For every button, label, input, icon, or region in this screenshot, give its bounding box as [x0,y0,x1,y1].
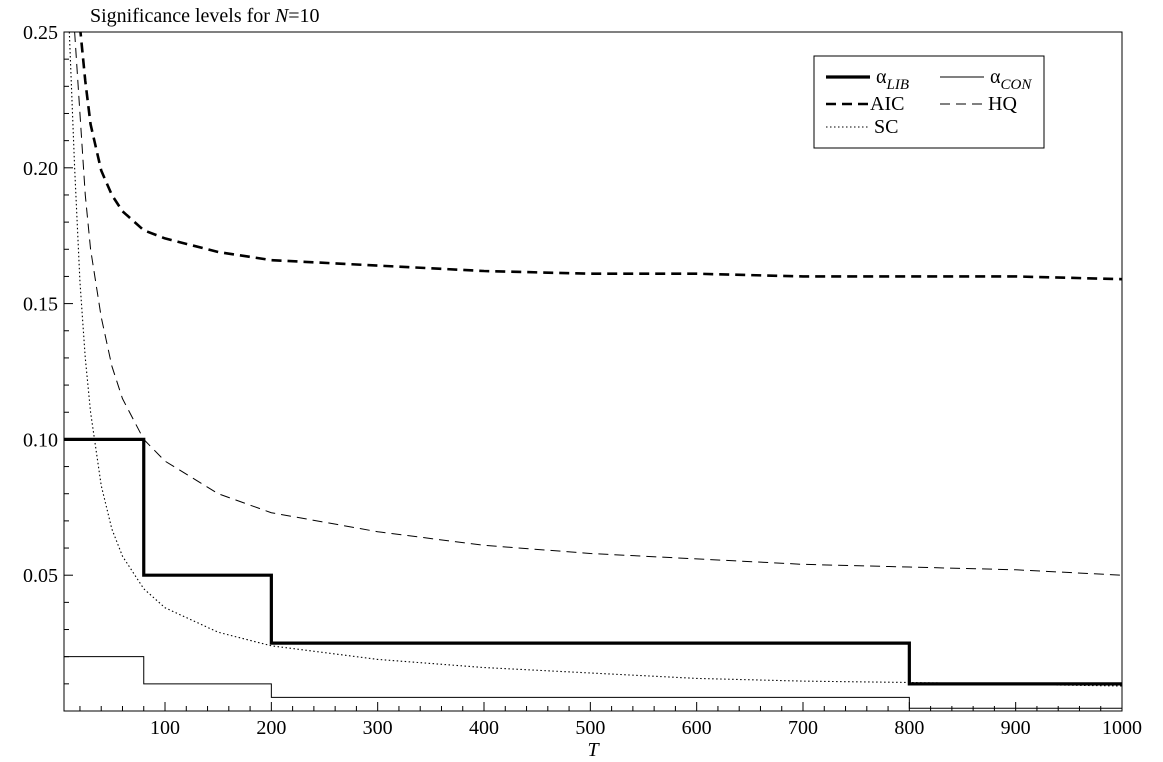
x-axis-label: T [587,739,600,761]
series-layer [64,32,1122,709]
legend-label-con: αCON [990,66,1032,93]
x-tick-label: 400 [469,717,499,739]
chart-title-variable: N [274,5,290,27]
ticks-layer: 100 200 300 400 500 600 700 800 900 1000 0.05 0.10 0… [23,22,1142,739]
x-tick-label: 100 [150,717,180,739]
x-tick-label: 600 [682,717,712,739]
series-line-aic [79,32,1122,281]
series-line-lib [64,437,1122,686]
chart-title-suffix: =10 [288,5,319,27]
y-tick-label: 0.20 [23,158,58,180]
legend-label-lib: αLIB [876,66,909,93]
x-tick-label: 200 [256,717,286,739]
legend: αLIB αCON AIC HQ SC [813,55,1045,149]
legend-label-aic: AIC [870,93,904,115]
legend-label-hq: HQ [988,93,1017,115]
x-tick-label: 1000 [1102,717,1142,739]
x-tick-label: 900 [1001,717,1031,739]
series-line-hq [74,32,1122,576]
y-tick-label: 0.15 [23,294,58,316]
chart-title-prefix: Significance levels for [90,5,275,27]
x-tick-label: 800 [894,717,924,739]
legend-label-sc: SC [874,116,898,138]
y-tick-label: 0.25 [23,22,58,44]
series-line-sc [68,32,1122,687]
plot-frame [63,31,1123,712]
y-tick-label: 0.10 [23,429,58,451]
series-line-con [64,656,1122,709]
x-tick-label: 300 [363,717,393,739]
legend-box [813,55,1045,149]
chart-title: Significance levels for N=10 [90,5,320,27]
x-tick-label: 500 [575,717,605,739]
y-tick-label: 0.05 [23,565,58,587]
x-tick-label: 700 [788,717,818,739]
